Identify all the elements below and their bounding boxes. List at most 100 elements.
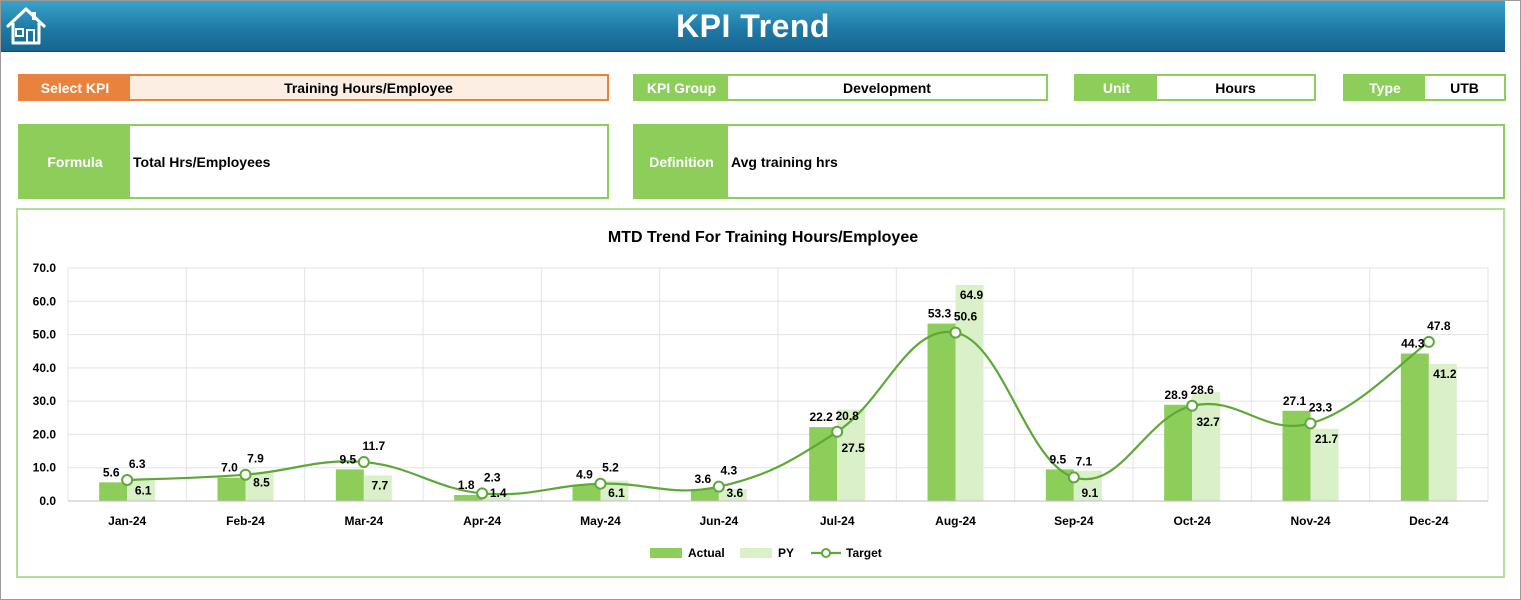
data-label-target: 47.8 — [1427, 319, 1451, 333]
y-tick-label: 70.0 — [33, 261, 57, 275]
data-label-target: 50.6 — [954, 310, 978, 324]
unit-label: Unit — [1076, 76, 1157, 99]
legend-marker-target — [821, 548, 831, 558]
target-point — [357, 456, 370, 469]
data-label-actual: 5.6 — [103, 465, 120, 479]
bar-py — [127, 480, 156, 501]
x-tick-label: Feb-24 — [226, 514, 265, 528]
mtd-trend-chart: MTD Trend For Training Hours/Employee 5.… — [33, 229, 1489, 560]
bar-actual — [454, 495, 483, 501]
data-label-actual: 9.5 — [339, 452, 356, 466]
x-tick-label: Apr-24 — [463, 514, 501, 528]
data-label-target: 5.2 — [602, 461, 619, 475]
target-point — [1304, 417, 1317, 430]
select-kpi-field: Select KPI Training Hours/Employee — [18, 74, 609, 101]
page-title: KPI Trend — [676, 8, 830, 44]
bar-py — [955, 284, 984, 501]
data-label-actual: 53.3 — [928, 307, 952, 321]
bar-py — [1428, 363, 1457, 501]
formula-label: Formula — [20, 126, 130, 197]
bar-py — [600, 480, 629, 501]
target-point — [1067, 471, 1080, 484]
x-tick-label: Jul-24 — [820, 514, 855, 528]
target-point — [712, 480, 725, 493]
data-label-py: 8.5 — [253, 476, 270, 490]
target-point — [1186, 399, 1199, 412]
bar-actual — [690, 489, 719, 501]
formula-box: Formula Total Hrs/Employees — [18, 124, 609, 199]
bar-actual — [927, 323, 956, 501]
y-tick-label: 60.0 — [33, 294, 57, 308]
target-point — [239, 468, 252, 481]
bar-actual — [217, 477, 246, 501]
data-label-actual: 7.0 — [221, 461, 238, 475]
bar-py — [837, 409, 866, 501]
data-label-py: 7.7 — [371, 478, 388, 492]
x-tick-label: May-24 — [580, 514, 621, 528]
formula-value: Total Hrs/Employees — [133, 153, 271, 170]
target-point — [476, 487, 489, 500]
data-label-actual: 9.5 — [1049, 452, 1066, 466]
bar-actual — [99, 482, 128, 501]
unit-value: Hours — [1215, 79, 1256, 96]
data-label-actual: 44.3 — [1401, 337, 1425, 351]
definition-value: Avg training hrs — [731, 153, 838, 170]
x-tick-label: Jun-24 — [699, 514, 738, 528]
y-tick-label: 40.0 — [33, 361, 57, 375]
data-label-py: 32.7 — [1196, 415, 1220, 429]
data-label-target: 11.7 — [362, 439, 385, 453]
bar-actual — [1400, 353, 1429, 501]
x-tick-label: Dec-24 — [1409, 514, 1449, 528]
target-point — [121, 474, 134, 487]
definition-box: Definition Avg training hrs — [633, 124, 1505, 199]
target-point — [1422, 335, 1435, 348]
legend-label-target: Target — [846, 546, 882, 560]
data-label-target: 20.8 — [835, 409, 859, 423]
data-label-actual: 1.8 — [458, 478, 475, 492]
data-label-py: 64.9 — [960, 288, 984, 302]
data-label-actual: 3.6 — [694, 472, 711, 486]
data-label-py: 6.1 — [135, 484, 152, 498]
select-kpi-dropdown[interactable]: Training Hours/Employee — [130, 76, 607, 99]
bar-py — [1310, 428, 1339, 501]
x-tick-label: Sep-24 — [1054, 514, 1094, 528]
bar-actual — [809, 427, 838, 501]
legend-swatch-actual — [650, 548, 682, 558]
type-label: Type — [1345, 76, 1425, 99]
select-kpi-label: Select KPI — [20, 76, 130, 99]
legend-label-py: PY — [778, 546, 794, 560]
bar-actual — [572, 484, 601, 501]
kpi-group-value: Development — [843, 79, 931, 96]
data-label-py: 6.1 — [608, 486, 625, 500]
y-tick-label: 20.0 — [33, 427, 57, 441]
data-label-actual: 22.2 — [809, 410, 833, 424]
x-tick-label: Nov-24 — [1290, 514, 1330, 528]
x-tick-label: Oct-24 — [1173, 514, 1211, 528]
data-label-target: 2.3 — [484, 470, 501, 484]
chart-title: MTD Trend For Training Hours/Employee — [608, 229, 918, 246]
data-label-actual: 4.9 — [576, 468, 593, 482]
bar-py — [1192, 392, 1221, 501]
x-tick-label: Jan-24 — [108, 514, 146, 528]
unit-field: Unit Hours — [1074, 74, 1316, 101]
y-tick-label: 10.0 — [33, 461, 57, 475]
y-tick-label: 0.0 — [39, 494, 56, 508]
header-bar: KPI Trend — [1, 1, 1505, 52]
kpi-group-label: KPI Group — [635, 76, 728, 99]
legend-swatch-py — [740, 548, 772, 558]
chart-legend: Actual PY Target — [650, 546, 882, 560]
kpi-group-field: KPI Group Development — [633, 74, 1048, 101]
target-point — [949, 326, 962, 339]
legend-label-actual: Actual — [688, 546, 725, 560]
data-label-target: 7.1 — [1075, 454, 1092, 468]
data-label-target: 7.9 — [247, 452, 264, 466]
x-tick-label: Mar-24 — [344, 514, 383, 528]
home-icon[interactable] — [5, 5, 47, 47]
bar-actual — [335, 469, 364, 501]
data-label-py: 41.2 — [1433, 367, 1457, 381]
data-label-py: 27.5 — [841, 441, 865, 455]
data-label-target: 4.3 — [720, 464, 737, 478]
chart-panel: MTD Trend For Training Hours/Employee 5.… — [16, 208, 1505, 578]
y-tick-label: 30.0 — [33, 394, 57, 408]
x-tick-label: Aug-24 — [935, 514, 976, 528]
